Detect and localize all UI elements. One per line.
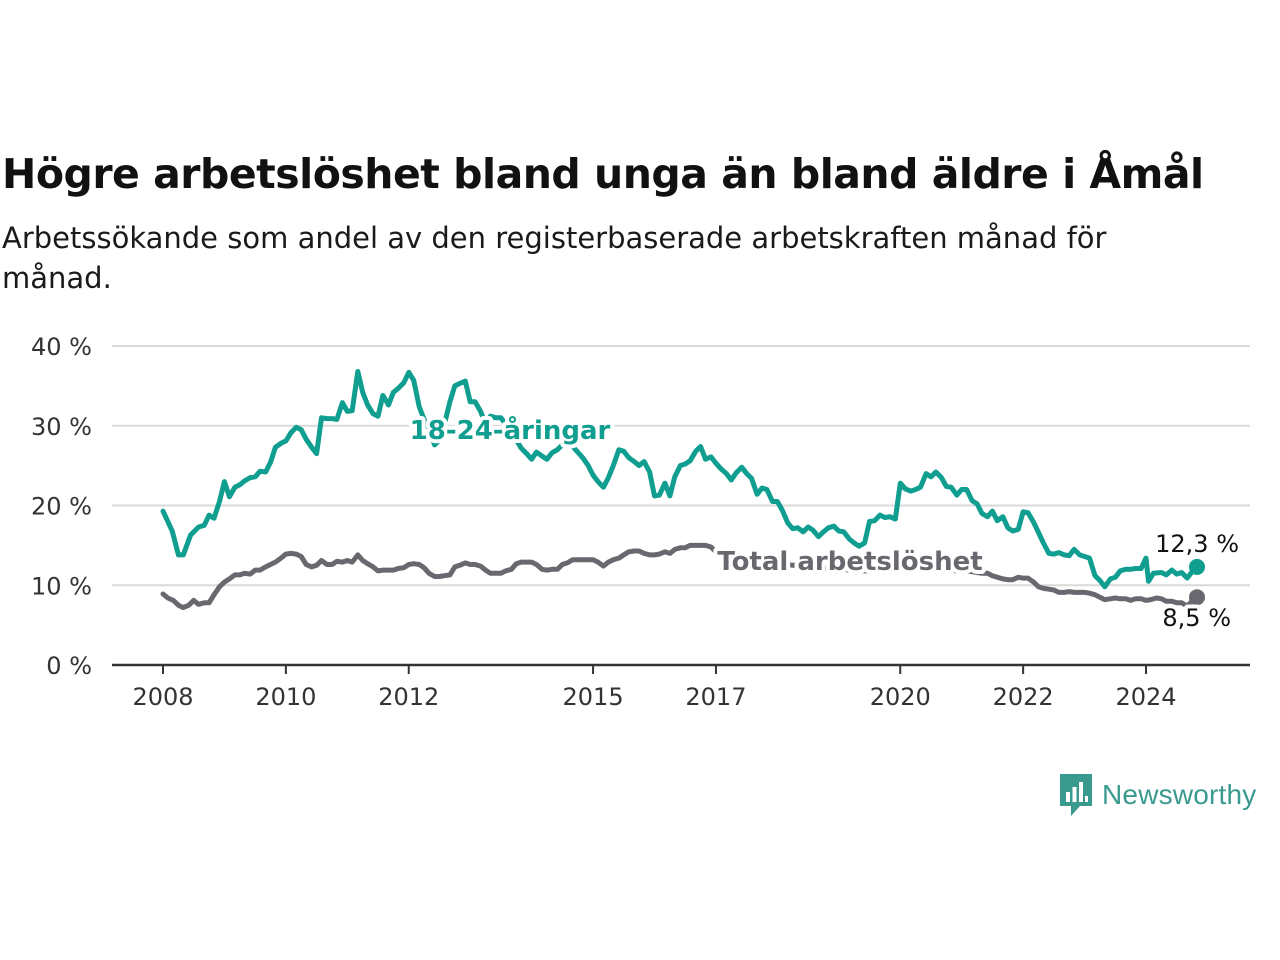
series-name-label-halo: Total arbetslöshet: [717, 547, 982, 577]
series-end-marker: [1189, 589, 1205, 606]
series-line: [160, 369, 1200, 590]
end-value-label: 12,3 %: [1155, 530, 1239, 558]
chart-title: Högre arbetslöshet bland unga än bland ä…: [2, 150, 1204, 198]
y-tick-label: 30 %: [31, 413, 92, 441]
end-value-label-halo: 12,3 %: [1155, 530, 1239, 558]
x-tick-label: 2015: [563, 683, 624, 711]
brand-name: Newsworthy: [1102, 779, 1257, 810]
x-tick-label: 2012: [378, 683, 439, 711]
x-tick-label: 2024: [1115, 683, 1176, 711]
x-tick-label: 2008: [132, 683, 193, 711]
newsworthy-logo-icon: [1060, 774, 1092, 816]
series-name-label: 18-24-åringar: [410, 414, 611, 446]
x-tick-label: 2017: [685, 683, 746, 711]
series-lines: [160, 369, 1205, 611]
gridlines: [112, 345, 1250, 587]
newsworthy-logo: Newsworthy: [1058, 772, 1256, 818]
series-end-marker: [1189, 558, 1205, 575]
x-tick-label: 2020: [870, 683, 931, 711]
series-name-label-halo: 18-24-åringar: [410, 414, 611, 446]
end-value-label: 8,5 %: [1162, 604, 1231, 632]
end-value-label-halo: 8,5 %: [1162, 604, 1231, 632]
y-axis-tick-labels: 0 % 10 % 20 % 30 % 40 %: [31, 333, 92, 680]
y-tick-label: 20 %: [31, 493, 92, 521]
x-axis-tick-labels: 2008 2010 2012 2015 2017 2020 2022 2024: [132, 665, 1177, 711]
series-line: [160, 542, 1200, 611]
series-name-label: Total arbetslöshet: [717, 547, 982, 577]
x-tick-label: 2010: [255, 683, 316, 711]
y-tick-label: 0 %: [46, 652, 92, 680]
chart-subtitle: Arbetssökande som andel av den registerb…: [2, 221, 1107, 295]
y-tick-label: 40 %: [31, 333, 92, 361]
x-tick-label: 2022: [993, 683, 1054, 711]
y-tick-label: 10 %: [31, 572, 92, 600]
